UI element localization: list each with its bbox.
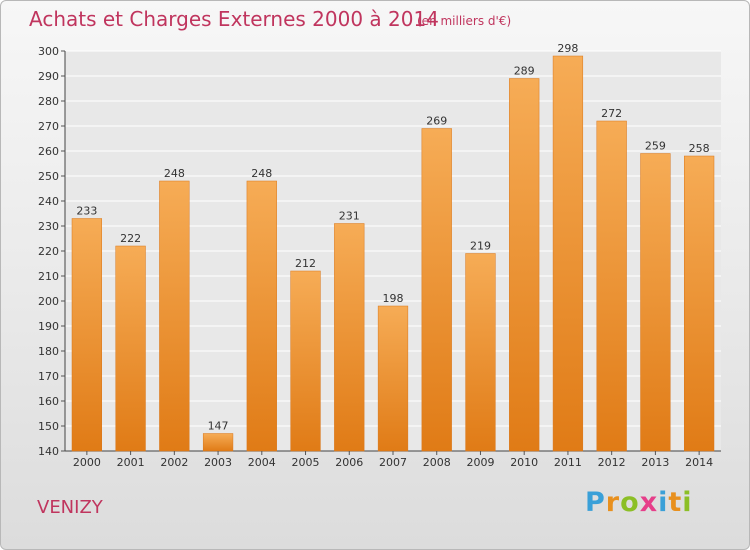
bar-value-label: 219 [470, 240, 491, 253]
logo-letter: i [682, 487, 693, 518]
bar [552, 55, 584, 452]
y-tick-label: 150 [38, 420, 59, 433]
x-tick-label: 2014 [685, 456, 713, 469]
x-tick-label: 2013 [641, 456, 669, 469]
y-tick-label: 190 [38, 320, 59, 333]
bar-value-label: 222 [120, 232, 141, 245]
bar [115, 245, 146, 452]
bar [246, 180, 277, 452]
bar [334, 223, 365, 452]
logo-letter: P [585, 487, 606, 518]
logo-letter: i [658, 487, 669, 518]
x-tick-label: 2005 [292, 456, 320, 469]
bar [290, 270, 321, 452]
bar-value-label: 231 [339, 210, 360, 223]
bar [377, 305, 409, 452]
y-tick-label: 210 [38, 270, 59, 283]
x-tick-label: 2002 [160, 456, 188, 469]
y-tick-label: 240 [38, 195, 59, 208]
bar-value-label: 248 [164, 167, 185, 180]
y-tick-label: 280 [38, 95, 59, 108]
x-tick-label: 2012 [598, 456, 626, 469]
x-tick-label: 2007 [379, 456, 407, 469]
bar [465, 253, 496, 452]
bar-value-label: 212 [295, 257, 316, 270]
logo-letter: t [668, 487, 683, 518]
x-tick-label: 2006 [335, 456, 363, 469]
x-tick-label: 2000 [73, 456, 101, 469]
x-tick-label: 2009 [466, 456, 494, 469]
y-tick-label: 180 [38, 345, 59, 358]
chart-title: Achats et Charges Externes 2000 à 2014 [29, 7, 439, 31]
bar [684, 155, 715, 452]
logo-letter: o [620, 487, 640, 518]
x-tick-label: 2004 [248, 456, 276, 469]
commune-name: VENIZY [37, 497, 103, 518]
y-tick-label: 200 [38, 295, 59, 308]
y-tick-label: 230 [38, 220, 59, 233]
y-tick-label: 290 [38, 70, 59, 83]
proxiti-logo: Proxiti [585, 487, 693, 518]
logo-letter: r [605, 487, 621, 518]
bar-value-label: 233 [76, 205, 97, 218]
y-tick-label: 170 [38, 370, 59, 383]
bar-value-label: 289 [514, 65, 535, 78]
y-tick-label: 160 [38, 395, 59, 408]
y-tick-label: 220 [38, 245, 59, 258]
bar [71, 218, 102, 452]
bar-value-label: 198 [383, 292, 404, 305]
bar [640, 153, 671, 452]
y-tick-label: 270 [38, 120, 59, 133]
bar [421, 128, 452, 452]
bar-value-label: 272 [601, 107, 622, 120]
y-tick-label: 260 [38, 145, 59, 158]
y-tick-label: 300 [38, 45, 59, 58]
bar-value-label: 259 [645, 140, 666, 153]
x-tick-label: 2008 [423, 456, 451, 469]
bar-value-label: 147 [208, 420, 229, 433]
bar-value-label: 248 [251, 167, 272, 180]
y-tick-label: 140 [38, 445, 59, 458]
x-tick-label: 2001 [117, 456, 145, 469]
logo-letter: x [639, 487, 659, 518]
y-tick-label: 250 [38, 170, 59, 183]
bar [509, 78, 540, 452]
x-tick-label: 2010 [510, 456, 538, 469]
bar-value-label: 298 [557, 42, 578, 55]
bar [596, 120, 627, 452]
bar-value-label: 258 [689, 142, 710, 155]
bar [159, 180, 190, 452]
chart-subtitle: (en milliers d'€) [417, 14, 512, 28]
bar-value-label: 269 [426, 115, 447, 128]
bar [202, 433, 234, 452]
x-tick-label: 2011 [554, 456, 582, 469]
x-tick-label: 2003 [204, 456, 232, 469]
